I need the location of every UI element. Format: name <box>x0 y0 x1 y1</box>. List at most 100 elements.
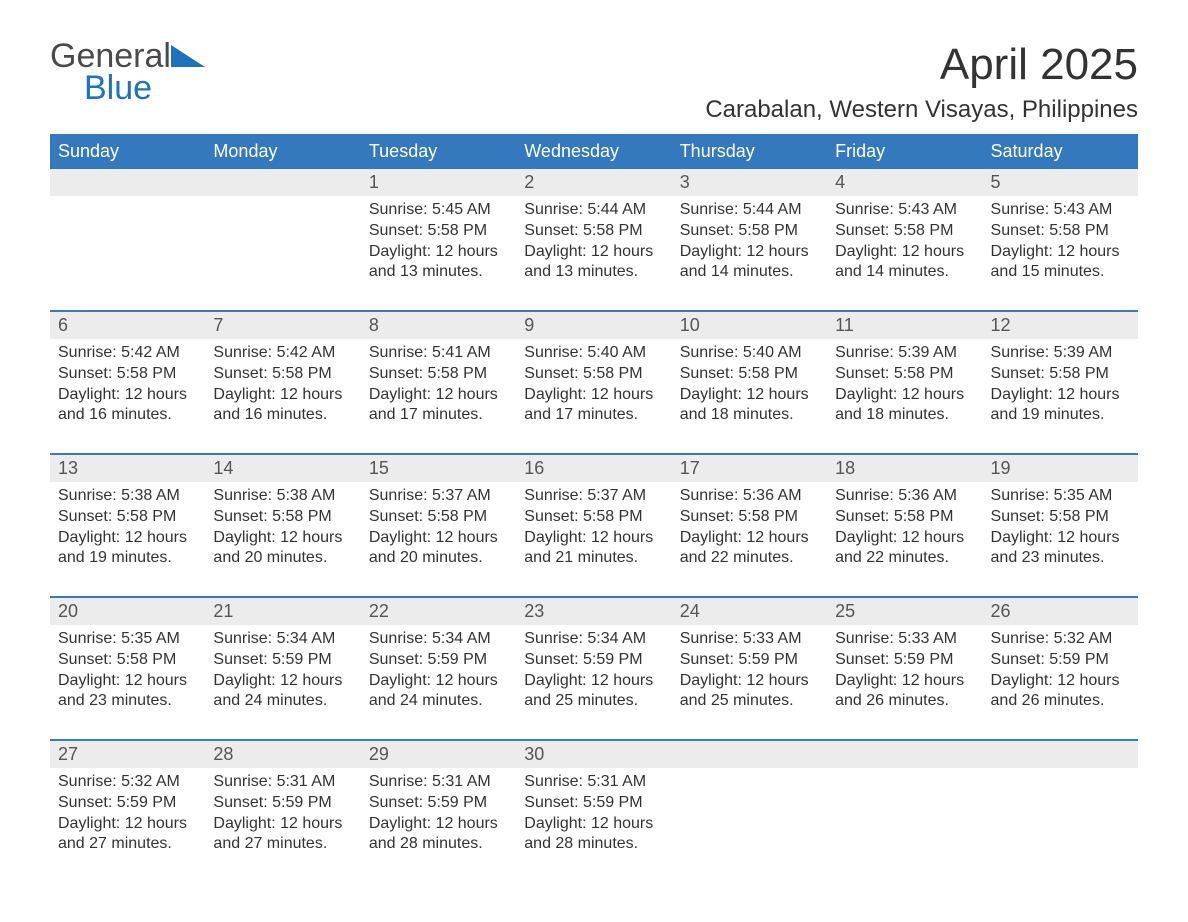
day-cell: Sunrise: 5:34 AMSunset: 5:59 PMDaylight:… <box>361 625 516 735</box>
day-sunrise: Sunrise: 5:33 AM <box>680 629 819 650</box>
col-thursday: Thursday <box>672 134 827 169</box>
day-day2: and 13 minutes. <box>524 262 663 283</box>
day-day1: Daylight: 12 hours <box>680 242 819 263</box>
date-cell: 19 <box>983 455 1138 482</box>
day-sunrise: Sunrise: 5:39 AM <box>835 343 974 364</box>
date-cell: 27 <box>50 741 205 768</box>
date-cell: 21 <box>205 598 360 625</box>
date-cell: 5 <box>983 169 1138 196</box>
day-cell: Sunrise: 5:39 AMSunset: 5:58 PMDaylight:… <box>827 339 982 449</box>
day-sunset: Sunset: 5:58 PM <box>835 364 974 385</box>
date-cell: 4 <box>827 169 982 196</box>
week-block: 13141516171819Sunrise: 5:38 AMSunset: 5:… <box>50 453 1138 592</box>
day-cell: Sunrise: 5:35 AMSunset: 5:58 PMDaylight:… <box>50 625 205 735</box>
day-day1: Daylight: 12 hours <box>213 671 352 692</box>
day-day2: and 20 minutes. <box>369 548 508 569</box>
day-sunrise: Sunrise: 5:38 AM <box>58 486 197 507</box>
day-day2: and 28 minutes. <box>369 834 508 855</box>
day-day2: and 17 minutes. <box>524 405 663 426</box>
brand-logo: General Blue <box>50 40 205 105</box>
day-sunrise: Sunrise: 5:32 AM <box>991 629 1130 650</box>
day-day2: and 16 minutes. <box>58 405 197 426</box>
day-sunrise: Sunrise: 5:35 AM <box>58 629 197 650</box>
week-block: 12345Sunrise: 5:45 AMSunset: 5:58 PMDayl… <box>50 169 1138 306</box>
day-sunset: Sunset: 5:58 PM <box>369 507 508 528</box>
date-cell <box>205 169 360 196</box>
day-cell: Sunrise: 5:34 AMSunset: 5:59 PMDaylight:… <box>516 625 671 735</box>
day-sunrise: Sunrise: 5:43 AM <box>835 200 974 221</box>
col-sunday: Sunday <box>50 134 205 169</box>
day-day1: Daylight: 12 hours <box>991 671 1130 692</box>
day-sunset: Sunset: 5:58 PM <box>680 364 819 385</box>
date-row: 27282930 <box>50 739 1138 768</box>
col-tuesday: Tuesday <box>361 134 516 169</box>
day-day1: Daylight: 12 hours <box>524 671 663 692</box>
day-day2: and 25 minutes. <box>680 691 819 712</box>
calendar-day-header: Sunday Monday Tuesday Wednesday Thursday… <box>50 134 1138 169</box>
day-day2: and 21 minutes. <box>524 548 663 569</box>
day-cell: Sunrise: 5:42 AMSunset: 5:58 PMDaylight:… <box>205 339 360 449</box>
day-day1: Daylight: 12 hours <box>369 671 508 692</box>
date-cell: 29 <box>361 741 516 768</box>
day-sunset: Sunset: 5:58 PM <box>58 507 197 528</box>
title-block: April 2025 Carabalan, Western Visayas, P… <box>705 40 1138 134</box>
day-day2: and 24 minutes. <box>213 691 352 712</box>
day-cell: Sunrise: 5:45 AMSunset: 5:58 PMDaylight:… <box>361 196 516 306</box>
day-sunrise: Sunrise: 5:35 AM <box>991 486 1130 507</box>
date-cell: 28 <box>205 741 360 768</box>
day-sunset: Sunset: 5:59 PM <box>680 650 819 671</box>
day-sunrise: Sunrise: 5:34 AM <box>213 629 352 650</box>
day-sunset: Sunset: 5:59 PM <box>213 793 352 814</box>
date-cell: 13 <box>50 455 205 482</box>
day-day1: Daylight: 12 hours <box>835 528 974 549</box>
date-cell: 7 <box>205 312 360 339</box>
day-sunset: Sunset: 5:58 PM <box>58 650 197 671</box>
day-cell: Sunrise: 5:32 AMSunset: 5:59 PMDaylight:… <box>50 768 205 878</box>
day-day1: Daylight: 12 hours <box>680 528 819 549</box>
date-row: 12345 <box>50 169 1138 196</box>
date-cell: 14 <box>205 455 360 482</box>
date-row: 13141516171819 <box>50 453 1138 482</box>
day-sunset: Sunset: 5:58 PM <box>991 221 1130 242</box>
page-title: April 2025 <box>705 40 1138 90</box>
day-day2: and 27 minutes. <box>213 834 352 855</box>
day-sunrise: Sunrise: 5:43 AM <box>991 200 1130 221</box>
day-day2: and 26 minutes. <box>835 691 974 712</box>
col-monday: Monday <box>205 134 360 169</box>
day-cell: Sunrise: 5:41 AMSunset: 5:58 PMDaylight:… <box>361 339 516 449</box>
day-day2: and 23 minutes. <box>58 691 197 712</box>
day-day1: Daylight: 12 hours <box>524 814 663 835</box>
day-day1: Daylight: 12 hours <box>58 528 197 549</box>
day-day1: Daylight: 12 hours <box>58 814 197 835</box>
date-cell: 25 <box>827 598 982 625</box>
day-cell: Sunrise: 5:37 AMSunset: 5:58 PMDaylight:… <box>516 482 671 592</box>
day-sunset: Sunset: 5:59 PM <box>369 793 508 814</box>
date-cell: 10 <box>672 312 827 339</box>
day-day2: and 23 minutes. <box>991 548 1130 569</box>
location-subtitle: Carabalan, Western Visayas, Philippines <box>705 96 1138 124</box>
day-sunset: Sunset: 5:58 PM <box>369 364 508 385</box>
date-cell: 16 <box>516 455 671 482</box>
info-row: Sunrise: 5:35 AMSunset: 5:58 PM Daylight:… <box>50 625 1138 735</box>
day-day1: Daylight: 12 hours <box>835 242 974 263</box>
day-day1: Daylight: 12 hours <box>524 385 663 406</box>
day-day2: and 14 minutes. <box>680 262 819 283</box>
day-sunset: Sunset: 5:58 PM <box>680 221 819 242</box>
day-day1: Daylight: 12 hours <box>213 528 352 549</box>
day-day2: and 14 minutes. <box>835 262 974 283</box>
date-row: 6789101112 <box>50 310 1138 339</box>
week-block: 6789101112Sunrise: 5:42 AMSunset: 5:58 P… <box>50 310 1138 449</box>
date-cell <box>672 741 827 768</box>
day-day2: and 22 minutes. <box>680 548 819 569</box>
brand-triangle-icon <box>171 45 205 67</box>
day-cell <box>827 768 982 878</box>
day-day2: and 17 minutes. <box>369 405 508 426</box>
date-cell: 11 <box>827 312 982 339</box>
col-wednesday: Wednesday <box>516 134 671 169</box>
day-day2: and 16 minutes. <box>213 405 352 426</box>
day-sunset: Sunset: 5:58 PM <box>991 364 1130 385</box>
day-sunset: Sunset: 5:58 PM <box>213 507 352 528</box>
date-cell: 30 <box>516 741 671 768</box>
date-cell <box>983 741 1138 768</box>
date-cell: 26 <box>983 598 1138 625</box>
